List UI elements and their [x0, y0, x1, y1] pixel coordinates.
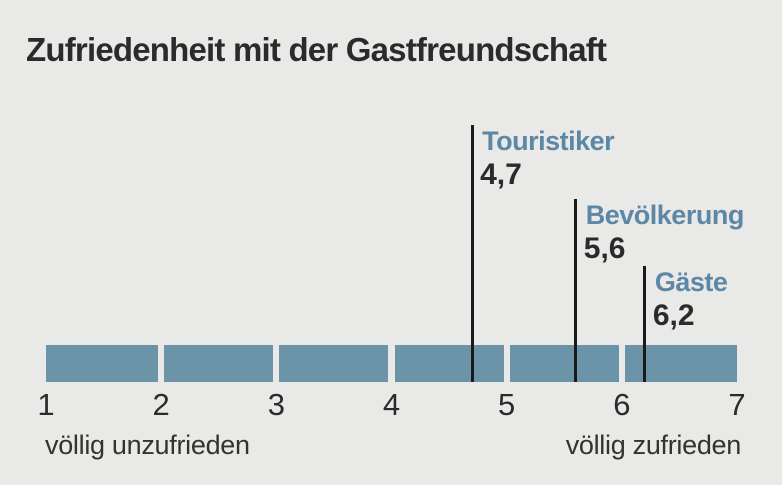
bar-segment	[509, 345, 619, 382]
tick-label: 4	[382, 387, 401, 422]
bar-segment	[46, 345, 159, 382]
chart-title: Zufriedenheit mit der Gastfreundschaft	[26, 31, 607, 68]
tick-label: 1	[37, 387, 55, 422]
axis-caption-right: völlig zufrieden	[565, 430, 742, 460]
tick-label: 3	[267, 387, 285, 422]
marker-line	[470, 125, 474, 382]
series-name-label: Bevölkerung	[585, 200, 745, 230]
bar-segment	[624, 345, 737, 382]
tick-label: 5	[498, 387, 516, 422]
series-value-label: 6,2	[652, 299, 695, 332]
series-name-label: Touristiker	[482, 126, 615, 156]
bar-segment	[164, 345, 274, 382]
tick-label: 7	[728, 387, 746, 422]
axis-caption-left: völlig unzufrieden	[45, 430, 250, 460]
tick-label: 2	[152, 387, 170, 422]
series-value-label: 4,7	[480, 158, 522, 191]
tick-label: 6	[613, 387, 631, 422]
marker-line	[574, 199, 578, 382]
series-name-label: Gäste	[654, 267, 728, 297]
marker-line	[643, 266, 647, 382]
series-value-label: 5,6	[583, 232, 626, 265]
bar-segment	[394, 345, 504, 382]
bar-segment	[279, 345, 389, 382]
